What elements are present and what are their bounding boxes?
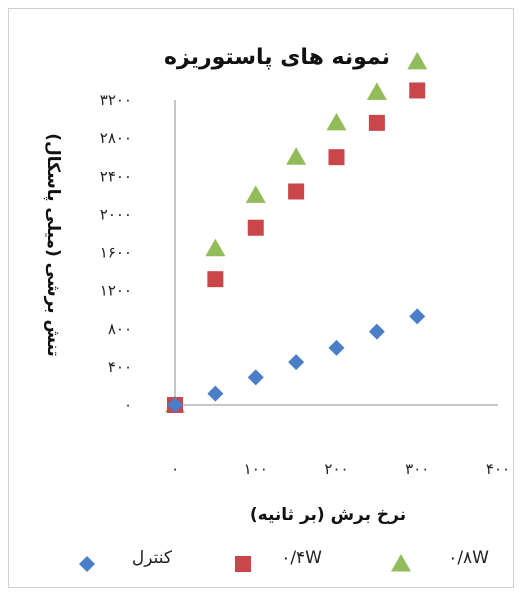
chart-title: نمونه های پاستوریزه bbox=[164, 45, 390, 70]
data-point-diamond bbox=[288, 354, 305, 371]
legend-label: ۰/۴W bbox=[281, 548, 322, 568]
data-point-square bbox=[368, 114, 385, 131]
data-point-square bbox=[328, 149, 345, 166]
y-tick-labels: ۰ ۴۰۰ ۸۰۰ ۱۲۰۰ ۱۶۰۰ ۲۰۰۰ ۲۴۰۰ ۲۸۰۰ ۳۲۰۰ bbox=[100, 91, 132, 414]
data-point-square bbox=[409, 82, 426, 99]
x-tick-label: ۳۰۰ bbox=[405, 460, 429, 478]
data-point-diamond bbox=[167, 397, 183, 413]
data-point-square bbox=[207, 271, 224, 288]
data-point-square bbox=[247, 219, 264, 236]
x-tick-label: ۰ bbox=[171, 460, 179, 478]
data-point-triangle bbox=[205, 238, 226, 257]
y-tick-label: ۲۰۰۰ bbox=[100, 205, 132, 223]
data-point-triangle bbox=[245, 185, 266, 203]
data-point-diamond bbox=[247, 369, 264, 386]
y-tick-label: ۳۲۰۰ bbox=[100, 91, 132, 109]
legend-marker-triangle bbox=[391, 554, 411, 572]
y-tick-label: ۲۴۰۰ bbox=[100, 167, 132, 185]
series-triangle bbox=[165, 51, 428, 413]
x-tick-label: ۱۰۰ bbox=[244, 460, 268, 478]
data-point-diamond bbox=[409, 308, 426, 325]
data-point-triangle bbox=[286, 147, 307, 165]
axes bbox=[174, 100, 498, 406]
x-tick-label: ۴۰۰ bbox=[486, 460, 510, 478]
data-point-triangle bbox=[326, 112, 347, 131]
legend-marker-square bbox=[235, 556, 251, 572]
x-axis-title: نرخ برش (بر ثانیه) bbox=[250, 505, 406, 525]
y-tick-label: ۱۲۰۰ bbox=[100, 282, 132, 300]
legend: کنترل ۰/۴W ۰/۸W bbox=[79, 548, 489, 572]
chart-frame bbox=[8, 8, 514, 588]
data-point-triangle bbox=[407, 51, 428, 70]
legend-label: کنترل bbox=[132, 548, 173, 568]
y-tick-label: ۰ bbox=[124, 396, 132, 414]
data-point-diamond bbox=[328, 339, 345, 356]
legend-marker-diamond bbox=[79, 556, 95, 572]
data-point-triangle bbox=[366, 82, 387, 100]
data-point-diamond bbox=[207, 385, 224, 402]
y-tick-label: ۲۸۰۰ bbox=[100, 129, 132, 147]
series-diamond bbox=[167, 308, 426, 413]
y-tick-label: ۸۰۰ bbox=[108, 320, 132, 338]
y-tick-label: ۴۰۰ bbox=[108, 358, 132, 376]
legend-label: ۰/۸W bbox=[448, 548, 489, 568]
data-point-diamond bbox=[368, 323, 385, 340]
x-tick-labels: ۰ ۱۰۰ ۲۰۰ ۳۰۰ ۴۰۰ bbox=[171, 460, 510, 478]
y-tick-label: ۱۶۰۰ bbox=[100, 244, 132, 262]
data-points bbox=[165, 51, 428, 413]
x-tick-label: ۲۰۰ bbox=[324, 460, 348, 478]
y-axis-title: تنش برشی (میلی پاسکال) bbox=[43, 133, 63, 357]
data-point-square bbox=[288, 183, 305, 200]
